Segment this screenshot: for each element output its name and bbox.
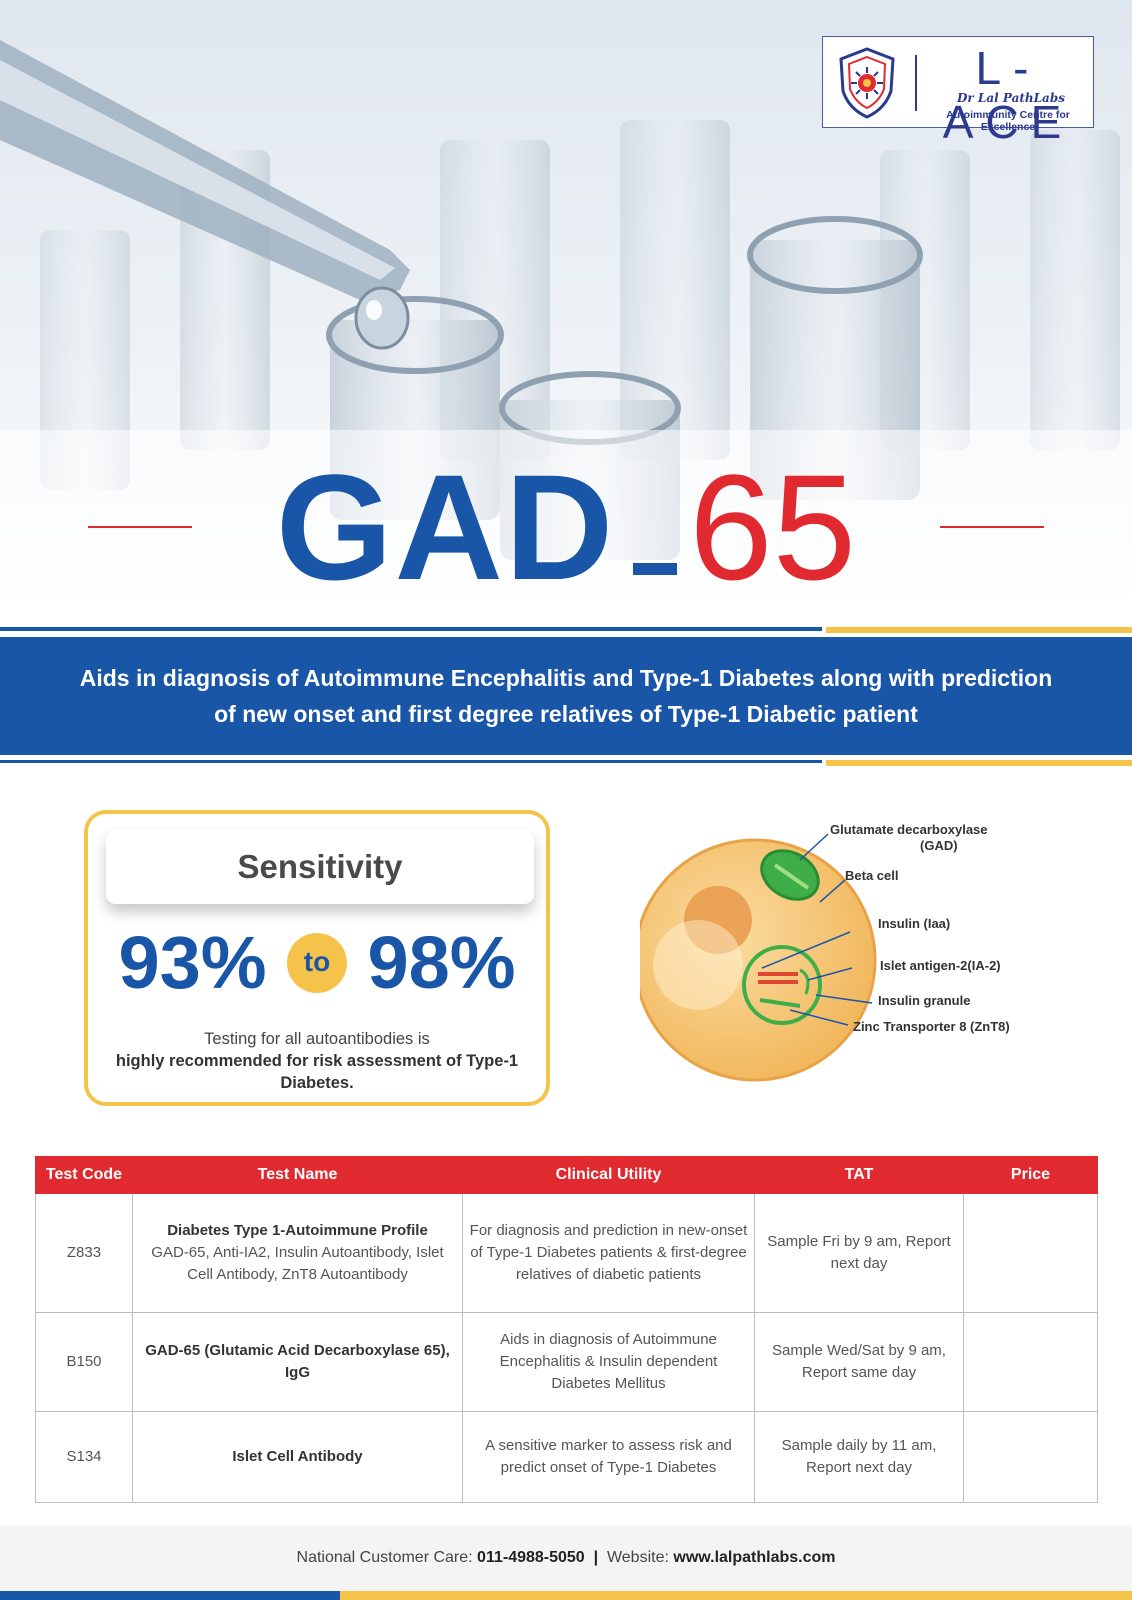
banner-text: Aids in diagnosis of Autoimmune Encephal… xyxy=(79,665,1053,727)
label-insulin-iaa: Insulin (Iaa) xyxy=(878,916,950,931)
label-gad: Glutamate decarboxylase xyxy=(830,822,988,837)
footer-website-link[interactable]: www.lalpathlabs.com xyxy=(673,1549,836,1566)
cell-code: B150 xyxy=(35,1312,133,1412)
footer-web-label: Website: xyxy=(606,1549,669,1566)
table-row: S134 Islet Cell Antibody A sensitive mar… xyxy=(35,1411,1098,1503)
title-rule-right xyxy=(940,526,1044,528)
banner-line-top xyxy=(0,627,822,631)
header-test-name: Test Name xyxy=(132,1156,463,1194)
header-price: Price xyxy=(963,1156,1098,1194)
sensitivity-connector: to xyxy=(287,932,347,993)
sensitivity-values: 93% to 98% xyxy=(88,920,546,1005)
cell-tat: Sample Fri by 9 am, Report next day xyxy=(754,1193,964,1313)
footer-bar-blue xyxy=(0,1591,340,1600)
logo-tagline: Autoimmunity Centre for Excellence xyxy=(946,109,1070,133)
cell-price xyxy=(963,1193,1098,1313)
footer-care-label: National Customer Care: xyxy=(296,1549,473,1566)
znt8 xyxy=(759,998,801,1008)
cell-price xyxy=(963,1312,1098,1412)
label-gad-abbr: (GAD) xyxy=(920,838,958,853)
title-rule-left xyxy=(88,526,192,528)
hero-section: L-ACE Dr Lal PathLabs Autoimmunity Centr… xyxy=(0,0,1132,625)
sensitivity-high: 98% xyxy=(367,921,516,1004)
sensitivity-card: Sensitivity 93% to 98% Testing for all a… xyxy=(84,810,550,1106)
insulin-iaa xyxy=(758,972,798,976)
sensitivity-low: 93% xyxy=(118,921,267,1004)
sensitivity-note: Testing for all autoantibodies is highly… xyxy=(108,1028,526,1094)
table-row: B150 GAD-65 (Glutamic Acid Decarboxylase… xyxy=(35,1312,1098,1412)
beta-cell-diagram: Glutamate decarboxylase (GAD) Beta cell … xyxy=(640,822,1010,1082)
sensitivity-label: Sensitivity xyxy=(237,848,403,885)
islet-ring xyxy=(742,945,822,1025)
l-ace-logo: L-ACE Dr Lal PathLabs Autoimmunity Centr… xyxy=(822,36,1094,148)
banner-accent-bottom xyxy=(826,760,1132,766)
logo-brand: Dr Lal PathLabs xyxy=(957,91,1065,105)
sensitivity-note-bold: highly recommended for risk assessment o… xyxy=(115,1052,519,1092)
description-banner: Aids in diagnosis of Autoimmune Encephal… xyxy=(0,637,1132,755)
cell-name: Diabetes Type 1-Autoimmune Profile GAD-6… xyxy=(132,1193,463,1313)
cell-name: GAD-65 (Glutamic Acid Decarboxylase 65),… xyxy=(132,1312,463,1412)
title-dash xyxy=(633,562,678,575)
header-test-code: Test Code xyxy=(35,1156,133,1194)
cell-code: Z833 xyxy=(35,1193,133,1313)
sensitivity-label-box: Sensitivity xyxy=(106,830,534,904)
footer-care-number[interactable]: 011-4988-5050 xyxy=(477,1549,585,1566)
banner-accent-top xyxy=(826,627,1132,633)
header-tat: TAT xyxy=(754,1156,964,1194)
cell-tat: Sample daily by 11 am, Report next day xyxy=(754,1411,964,1503)
page-title: GAD 65 xyxy=(0,452,1132,602)
insulin-granule xyxy=(799,968,810,995)
cell-utility: A sensitive marker to assess risk and pr… xyxy=(462,1411,755,1503)
cell-tat: Sample Wed/Sat by 9 am, Report same day xyxy=(754,1312,964,1412)
title-main: GAD xyxy=(275,443,616,611)
test-components: GAD-65, Anti-IA2, Insulin Autoantibody, … xyxy=(151,1244,444,1283)
cell-utility: Aids in diagnosis of Autoimmune Encephal… xyxy=(462,1312,755,1412)
test-name: Islet Cell Antibody xyxy=(232,1448,363,1465)
footer-separator: | xyxy=(593,1549,599,1566)
label-znt8: Zinc Transporter 8 (ZnT8) xyxy=(853,1019,1010,1034)
logo-divider xyxy=(915,55,917,111)
cell-utility: For diagnosis and prediction in new-onse… xyxy=(462,1193,755,1313)
cell-highlight xyxy=(653,920,743,1010)
cell-price xyxy=(963,1411,1098,1503)
table-row: Z833 Diabetes Type 1-Autoimmune Profile … xyxy=(35,1193,1098,1313)
table-header-row: Test Code Test Name Clinical Utility TAT… xyxy=(35,1156,1098,1194)
cell-code: S134 xyxy=(35,1411,133,1503)
test-name: Diabetes Type 1-Autoimmune Profile xyxy=(167,1222,428,1239)
footer: National Customer Care: 011-4988-5050 | … xyxy=(0,1525,1132,1591)
label-beta-cell: Beta cell xyxy=(845,868,898,883)
test-name: GAD-65 (Glutamic Acid Decarboxylase 65),… xyxy=(145,1342,450,1381)
footer-bar-gold xyxy=(340,1591,1132,1600)
label-insulin-granule: Insulin granule xyxy=(878,993,970,1008)
nucleus xyxy=(684,886,752,954)
title-number: 65 xyxy=(689,443,857,611)
sensitivity-note-plain: Testing for all autoantibodies is xyxy=(204,1030,430,1048)
shield-emblem-icon xyxy=(839,47,895,119)
header-clinical-utility: Clinical Utility xyxy=(462,1156,755,1194)
tests-table: Test Code Test Name Clinical Utility TAT… xyxy=(35,1156,1098,1503)
logo-title: L-ACE xyxy=(942,42,1074,148)
cell-name: Islet Cell Antibody xyxy=(132,1411,463,1503)
label-ia2: Islet antigen-2(IA-2) xyxy=(880,958,1001,973)
banner-line-bottom xyxy=(0,760,822,763)
